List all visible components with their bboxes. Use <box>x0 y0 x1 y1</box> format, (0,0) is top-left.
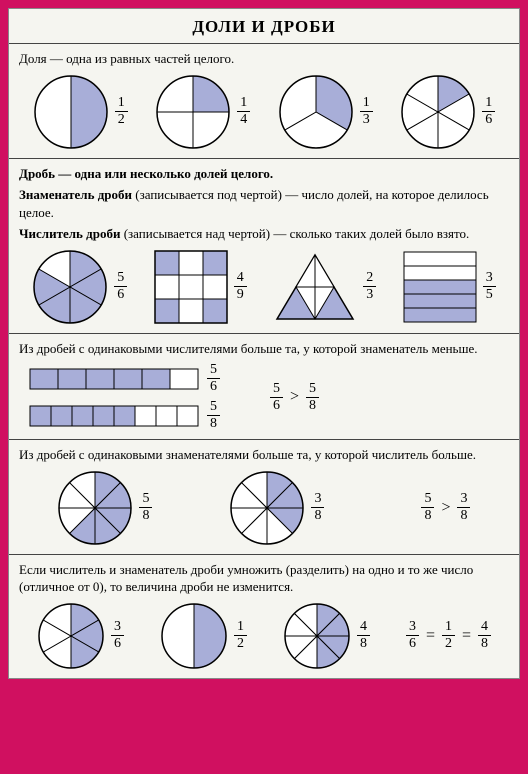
cmp-pie: 58 <box>57 470 152 546</box>
section-fraction: Дробь — одна или несколько долей целого.… <box>9 158 519 333</box>
fraction: 48 <box>478 620 491 651</box>
fraction: 13 <box>360 96 373 127</box>
share-row: 12 14 13 16 <box>19 74 509 150</box>
fraction: 56 <box>114 271 127 302</box>
rect-icon <box>403 251 477 323</box>
fraction: 12 <box>234 620 247 651</box>
equiv-text: Если числитель и знаменатель дроби умнож… <box>19 561 509 596</box>
fraction: 58 <box>139 492 152 523</box>
pie-icon <box>283 602 351 670</box>
fraction: 38 <box>457 492 470 523</box>
fraction: 38 <box>311 492 324 523</box>
fraction: 58 <box>306 382 319 413</box>
section-share: Доля — одна из равных частей целого. 121… <box>9 43 519 158</box>
cmp-num-text: Из дробей с одинаковыми числителями боль… <box>19 340 509 358</box>
denom-def: Знаменатель дроби (записывается под черт… <box>19 186 509 221</box>
grid-icon <box>154 250 228 324</box>
pie-icon <box>57 470 133 546</box>
share-item: 16 <box>400 74 495 150</box>
bar-item: 56 <box>29 363 220 394</box>
section-equiv: Если числитель и знаменатель дроби умнож… <box>9 554 519 678</box>
frac-def: Дробь — одна или несколько долей целого. <box>19 165 509 183</box>
fraction: 49 <box>234 271 247 302</box>
fraction: 12 <box>115 96 128 127</box>
pie-icon <box>400 74 476 150</box>
fraction: 14 <box>237 96 250 127</box>
pie-icon <box>278 74 354 150</box>
bar-icon <box>29 368 199 390</box>
fraction: 36 <box>111 620 124 651</box>
equiv-pie: 48 <box>283 602 370 670</box>
pie-icon <box>155 74 231 150</box>
pie-icon <box>37 602 105 670</box>
pie-icon <box>32 249 108 325</box>
page-title: ДОЛИ И ДРОБИ <box>9 9 519 43</box>
share-def: Доля — одна из равных частей целого. <box>19 50 509 68</box>
share-item: 12 <box>33 74 128 150</box>
equiv-pie: 12 <box>160 602 247 670</box>
equiv-pie: 36 <box>37 602 124 670</box>
page: ДОЛИ И ДРОБИ Доля — одна из равных часте… <box>8 8 520 679</box>
section-compare-den: Из дробей с одинаковыми знаменателями бо… <box>9 439 519 554</box>
fraction: 48 <box>357 620 370 651</box>
fraction: 56 <box>207 363 220 394</box>
fraction: 56 <box>270 382 283 413</box>
frac-row: 56 49 23 35 <box>19 249 509 325</box>
frac-tri: 23 <box>273 251 376 323</box>
share-item: 14 <box>155 74 250 150</box>
fraction: 12 <box>442 620 455 651</box>
fraction: 58 <box>207 400 220 431</box>
cmp-den-text: Из дробей с одинаковыми знаменателями бо… <box>19 446 509 464</box>
bars-column: 5658 <box>29 363 220 431</box>
frac-rect: 35 <box>403 251 496 323</box>
section-compare-num: Из дробей с одинаковыми числителями боль… <box>9 333 519 440</box>
equiv-expr: 36=12=48 <box>406 620 491 651</box>
cmp-den-expr: 58>38 <box>421 492 470 523</box>
pie-icon <box>229 470 305 546</box>
cmp-num-expr: 56>58 <box>270 382 319 413</box>
pie-icon <box>33 74 109 150</box>
triangle-icon <box>273 251 357 323</box>
fraction: 58 <box>421 492 434 523</box>
equiv-row: 36124836=12=48 <box>19 602 509 670</box>
cmp-den-row: 583858>38 <box>19 470 509 546</box>
numer-def: Числитель дроби (записывается над чертой… <box>19 225 509 243</box>
fraction: 23 <box>363 271 376 302</box>
bar-icon <box>29 405 199 427</box>
frac-grid: 49 <box>154 250 247 324</box>
share-item: 13 <box>278 74 373 150</box>
fraction: 35 <box>483 271 496 302</box>
bar-item: 58 <box>29 400 220 431</box>
pie-icon <box>160 602 228 670</box>
cmp-num-row: 5658 56>58 <box>19 363 509 431</box>
frac-pie: 56 <box>32 249 127 325</box>
cmp-pie: 38 <box>229 470 324 546</box>
fraction: 36 <box>406 620 419 651</box>
fraction: 16 <box>482 96 495 127</box>
